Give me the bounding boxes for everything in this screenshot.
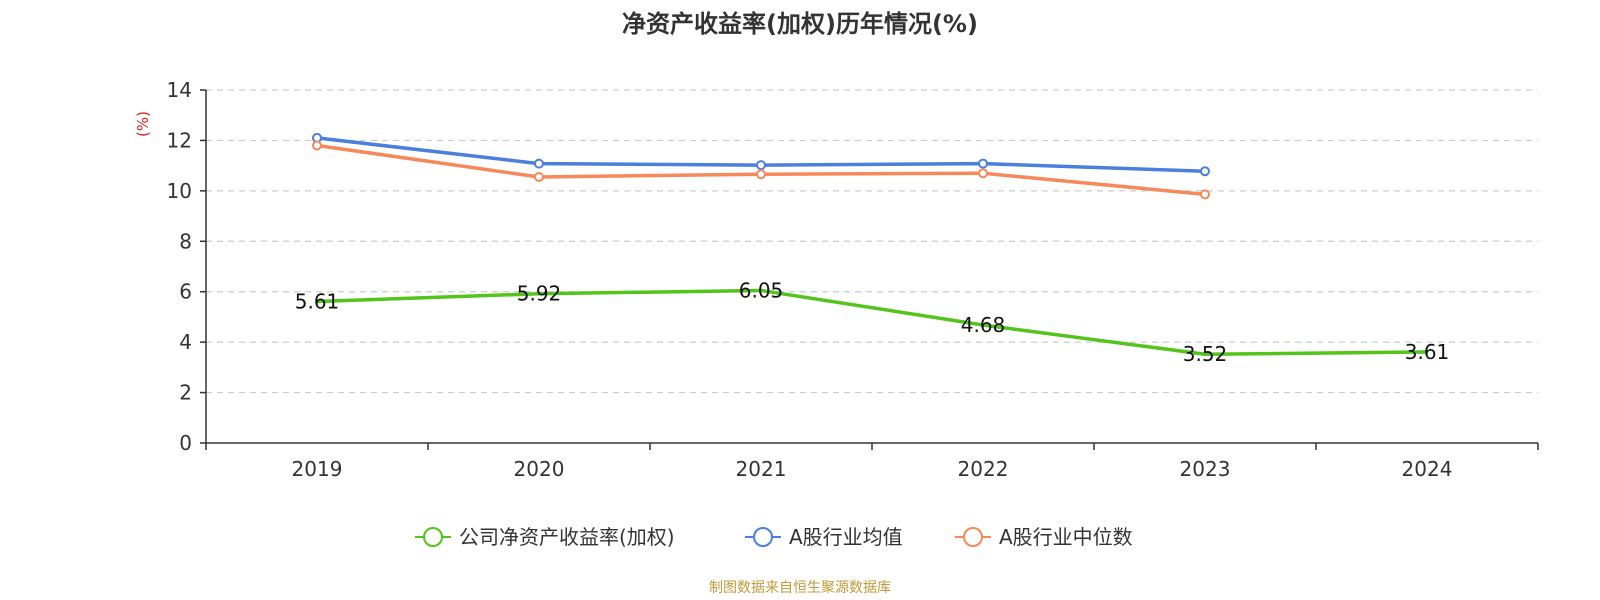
x-axis: 2019 2020 2021 2022 2023 2024: [205, 442, 1539, 481]
y-tick-label: 6: [179, 280, 192, 304]
legend-item-0[interactable]: 公司净资产收益率(加权): [415, 525, 675, 549]
y-axis: 0 2 4 6 8 10 12 14: [167, 78, 207, 455]
legend-label: 公司净资产收益率(加权): [459, 525, 675, 549]
y-tick-label: 4: [179, 330, 192, 354]
x-tick-label: 2024: [1402, 457, 1453, 481]
data-label: 3.52: [1183, 342, 1228, 366]
legend-label: A股行业中位数: [999, 525, 1133, 549]
series-lines: 5.61 5.92 6.05 4.68 3.52 3.61: [295, 132, 1450, 366]
data-point: [978, 158, 988, 169]
legend-item-1[interactable]: A股行业均值: [745, 525, 903, 549]
legend-marker: [423, 527, 443, 547]
data-label: 3.61: [1405, 340, 1450, 364]
y-tick-label: 2: [179, 381, 192, 405]
data-point: [978, 168, 988, 179]
legend[interactable]: 公司净资产收益率(加权) A股行业均值 A股行业中位数: [415, 525, 1133, 549]
data-label: 5.92: [517, 282, 562, 306]
data-source-note: 制图数据来自恒生聚源数据库: [709, 580, 891, 596]
series-line-0: [316, 288, 1428, 356]
data-label: 6.05: [739, 278, 784, 302]
legend-marker: [753, 527, 773, 547]
grid-lines: [206, 89, 1538, 394]
data-point: [534, 158, 544, 169]
y-tick-label: 8: [179, 229, 192, 253]
y-tick-label: 0: [179, 431, 192, 455]
data-point: [534, 171, 544, 182]
data-point: [756, 160, 766, 171]
legend-label: A股行业均值: [789, 525, 903, 549]
y-axis-unit-label: (%): [134, 111, 152, 137]
x-tick-label: 2022: [958, 457, 1009, 481]
y-tick-label: 14: [167, 78, 192, 102]
data-point: [1200, 166, 1210, 177]
x-tick-label: 2020: [514, 457, 565, 481]
legend-item-2[interactable]: A股行业中位数: [955, 525, 1133, 549]
legend-marker: [963, 527, 983, 547]
chart-title: 净资产收益率(加权)历年情况(%): [622, 10, 978, 38]
x-tick-label: 2023: [1180, 457, 1231, 481]
data-label: 4.68: [961, 313, 1006, 337]
data-point: [756, 169, 766, 180]
x-tick-label: 2021: [736, 457, 787, 481]
data-point: [1200, 189, 1210, 200]
data-label: 5.61: [295, 290, 340, 314]
x-tick-label: 2019: [292, 457, 343, 481]
y-tick-label: 10: [167, 179, 192, 203]
y-tick-label: 12: [167, 128, 192, 152]
data-point: [312, 140, 322, 151]
